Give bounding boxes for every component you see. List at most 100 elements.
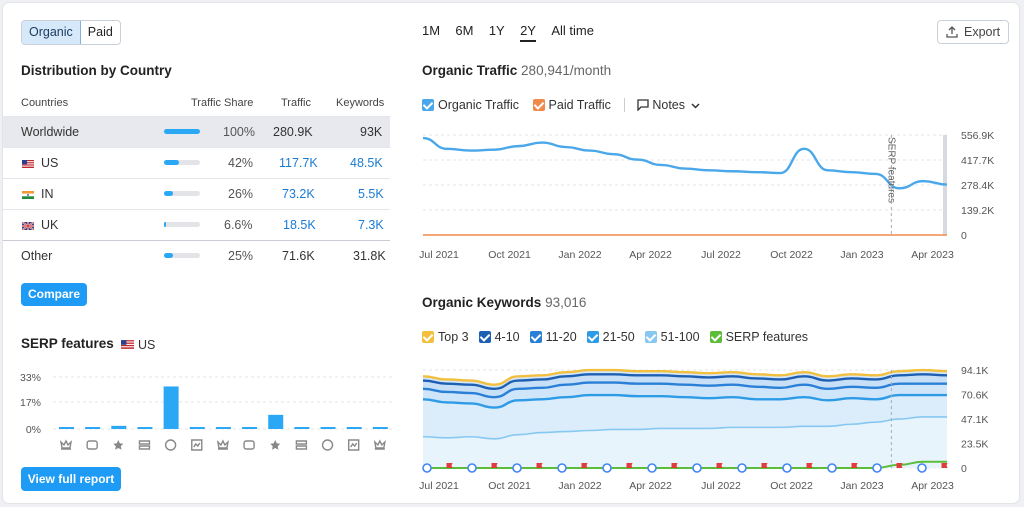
table-row[interactable]: UK 6.6% 18.5K 7.3K	[3, 209, 390, 240]
serp-bar	[372, 427, 388, 429]
note-flag-icon	[716, 463, 723, 472]
google-update-marker	[467, 463, 477, 473]
x-tick-label: Jul 2022	[701, 249, 741, 261]
organic-traffic-line	[422, 136, 948, 190]
col-traffic[interactable]: Traffic	[281, 97, 311, 109]
x-tick-label: Apr 2022	[629, 480, 672, 492]
note-flag-icon	[446, 463, 453, 472]
icon-shape	[270, 440, 281, 450]
x-tick-label: Oct 2022	[770, 480, 813, 492]
legend-item[interactable]: SERP features	[709, 330, 808, 344]
google-update-marker	[512, 463, 522, 473]
compare-button[interactable]: Compare	[21, 283, 87, 306]
x-tick-label: Jul 2021	[419, 480, 459, 492]
table-row[interactable]: Worldwide 100% 280.9K 93K	[3, 116, 390, 147]
range-1y[interactable]: 1Y	[488, 23, 505, 38]
icon-shape	[321, 439, 334, 451]
note-flag-icon	[851, 463, 858, 472]
share-bar	[164, 253, 200, 258]
y-tick-label: 70.6K	[961, 390, 988, 402]
legend-paid-traffic[interactable]: Paid Traffic	[532, 98, 611, 112]
google-update-marker	[647, 463, 657, 473]
notes-dropdown[interactable]: Notes	[624, 98, 701, 112]
us-flag-icon	[121, 340, 134, 349]
y-tick-label: 139.2K	[961, 205, 994, 217]
col-countries[interactable]: Countries	[21, 97, 69, 109]
share-bar	[164, 191, 200, 196]
country-name: IN	[41, 187, 54, 201]
keywords-line	[422, 416, 947, 440]
video-carousel-icon	[243, 440, 255, 450]
range-2y[interactable]: 2Y	[520, 23, 536, 42]
organic-traffic-header: Organic Traffic 280,941/month	[422, 63, 611, 78]
y-tick-label: 23.5K	[961, 439, 988, 451]
traffic-link[interactable]: 18.5K	[283, 218, 316, 232]
video-icon	[216, 439, 229, 450]
y-tick-label: 278.4K	[961, 180, 994, 192]
legend-item[interactable]: Top 3	[422, 330, 469, 344]
legend-label: Top 3	[438, 330, 469, 344]
range-all-time[interactable]: All time	[551, 23, 594, 38]
twitter-icon	[373, 439, 386, 450]
y-tick-label: 417.7K	[961, 155, 994, 167]
range-6m[interactable]: 6M	[455, 23, 474, 38]
us-flag-icon	[22, 160, 34, 168]
legend-item[interactable]: 51-100	[644, 330, 700, 344]
paid-tab[interactable]: Paid	[87, 25, 113, 39]
note-flag-icon	[671, 463, 678, 472]
x-tick-label: Jan 2023	[840, 480, 883, 492]
traffic-link[interactable]: 117.7K	[279, 156, 318, 170]
image-icon	[164, 439, 177, 451]
traffic-link[interactable]: 73.2K	[282, 187, 315, 201]
legend-organic-traffic[interactable]: Organic Traffic	[422, 98, 519, 112]
serp-country: US	[138, 338, 156, 352]
keywords-link[interactable]: 7.3K	[358, 218, 384, 232]
table-row[interactable]: IN 26% 73.2K 5.5K	[3, 178, 390, 209]
share-bar	[164, 160, 200, 165]
range-1m[interactable]: 1M	[422, 23, 441, 38]
y-tick-label: 94.1K	[961, 365, 988, 377]
table-row[interactable]: Other 25% 71.6K 31.8K	[3, 240, 390, 271]
country-name: UK	[41, 218, 59, 232]
table-row[interactable]: US 42% 117.7K 48.5K	[3, 147, 390, 178]
organic-traffic-value: 280,941/month	[521, 63, 612, 78]
col-traffic-share[interactable]: Traffic Share	[191, 97, 254, 109]
legend-item[interactable]: 4-10	[478, 330, 520, 344]
india-flag-icon	[22, 191, 34, 199]
domain-overview-card: Organic Paid Distribution by Country Cou…	[3, 3, 1019, 503]
serp-features-chart: 33% 17% 0%	[20, 372, 393, 451]
google-update-marker	[917, 463, 927, 473]
checkbox-icon	[422, 331, 434, 343]
export-icon	[946, 26, 958, 38]
note-flag-icon	[536, 463, 543, 472]
google-update-marker	[782, 463, 792, 473]
keywords-value: 93K	[360, 125, 383, 139]
keywords-line	[422, 381, 947, 399]
google-update-marker	[692, 463, 702, 473]
share-bar	[164, 129, 200, 134]
legend-label: 21-50	[602, 330, 635, 344]
x-tick-label: Jan 2022	[558, 480, 601, 492]
share-value: 100%	[223, 125, 255, 139]
serp-marker-label: SERP features	[885, 137, 896, 203]
gallery-icon	[191, 439, 203, 451]
layout-icon	[138, 440, 151, 450]
google-update-marker	[602, 463, 612, 473]
icon-shape	[164, 439, 177, 451]
uk-flag-icon	[22, 222, 34, 230]
organic-paid-toggle: Organic Paid	[21, 20, 121, 45]
keywords-line	[422, 368, 948, 386]
traffic-legend: Organic Traffic Paid Traffic Notes	[422, 98, 710, 112]
col-keywords[interactable]: Keywords	[336, 97, 385, 109]
y-tick-label: 17%	[20, 397, 41, 409]
serp-bar	[268, 414, 284, 429]
country-name: US	[41, 156, 59, 170]
keywords-link[interactable]: 5.5K	[358, 187, 384, 201]
legend-item[interactable]: 21-50	[586, 330, 635, 344]
keywords-link[interactable]: 48.5K	[350, 156, 383, 170]
view-full-report-button[interactable]: View full report	[21, 467, 121, 491]
legend-item[interactable]: 11-20	[529, 330, 577, 344]
organic-tab[interactable]: Organic	[22, 21, 81, 44]
serp-bar	[111, 425, 127, 429]
export-button[interactable]: Export	[937, 20, 1009, 44]
